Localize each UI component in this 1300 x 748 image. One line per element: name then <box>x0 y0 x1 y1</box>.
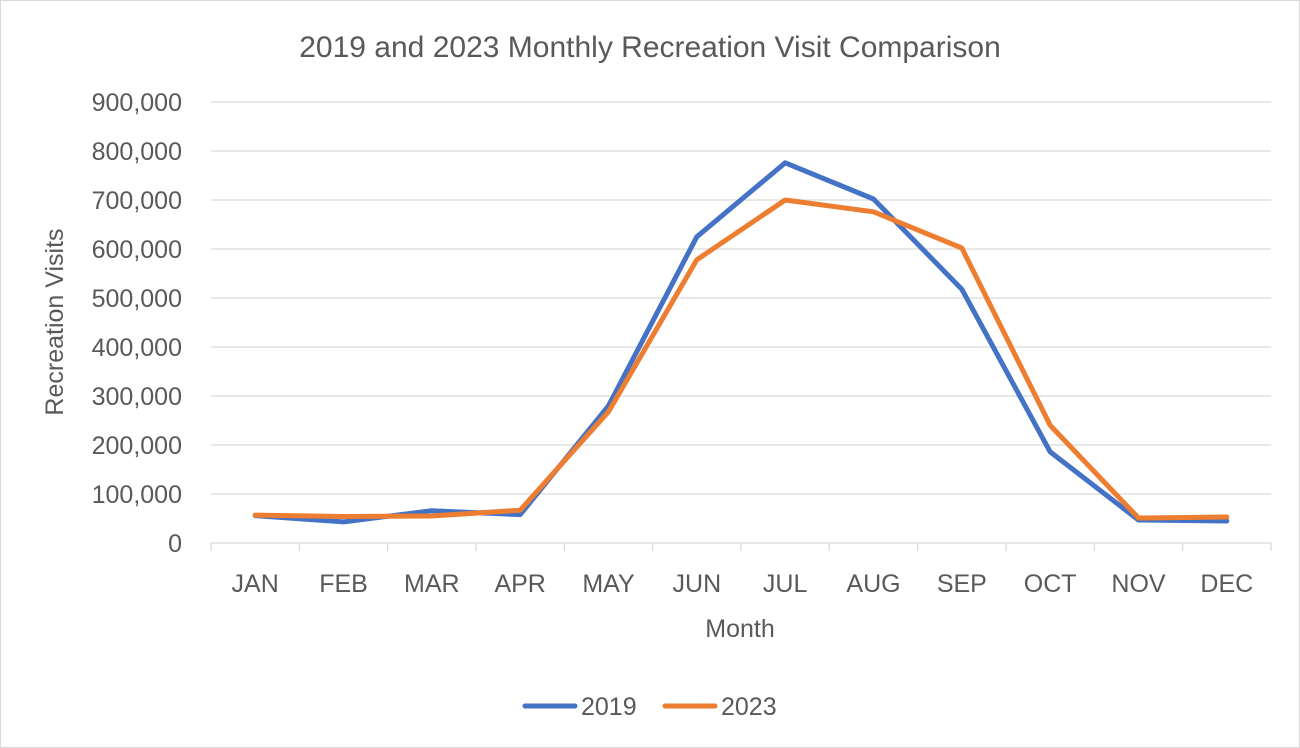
y-tick-label: 700,000 <box>92 187 182 215</box>
y-tick-label: 100,000 <box>92 481 182 509</box>
x-tick-label: FEB <box>319 570 368 598</box>
series-line-2019 <box>252 160 1230 525</box>
x-tick-label: JUN <box>673 570 722 598</box>
gridlines <box>211 101 1271 495</box>
y-tick-label: 800,000 <box>92 138 182 166</box>
x-axis-label: Month <box>705 615 774 643</box>
y-tick-label: 400,000 <box>92 334 182 362</box>
chart-title: 2019 and 2023 Monthly Recreation Visit C… <box>299 31 1001 64</box>
y-tick-label: 0 <box>168 530 182 558</box>
x-tick-label: OCT <box>1024 570 1077 598</box>
y-tick-label: 200,000 <box>92 432 182 460</box>
x-tick-label: DEC <box>1200 570 1253 598</box>
y-tick-label: 600,000 <box>92 236 182 264</box>
legend-label: 2019 <box>581 693 637 721</box>
y-axis-ticks: 0 100,000 200,000 300,000 400,000 500,000 600,… <box>92 89 182 558</box>
x-tick-label: SEP <box>937 570 987 598</box>
y-axis-label: Recreation Visits <box>41 228 69 415</box>
x-tick-label: MAY <box>582 570 635 598</box>
legend: 2019 2023 <box>522 693 777 721</box>
x-tick-label: AUG <box>846 570 900 598</box>
x-tick-label: MAR <box>404 570 460 598</box>
x-tick-label: NOV <box>1111 570 1166 598</box>
series-line-2023 <box>252 197 1230 521</box>
x-tick-label: APR <box>494 570 545 598</box>
x-tick-label: JUL <box>763 570 808 598</box>
x-tick-label: JAN <box>232 570 279 598</box>
series-lines <box>252 160 1230 525</box>
y-tick-label: 500,000 <box>92 285 182 313</box>
x-axis-ticks: JAN FEB MAR APR MAY JUN JUL AUG SEP OCT NOV DEC <box>232 570 1254 598</box>
y-tick-label: 300,000 <box>92 383 182 411</box>
x-axis <box>210 542 1272 551</box>
legend-label: 2023 <box>721 693 777 721</box>
y-tick-label: 900,000 <box>92 89 182 117</box>
